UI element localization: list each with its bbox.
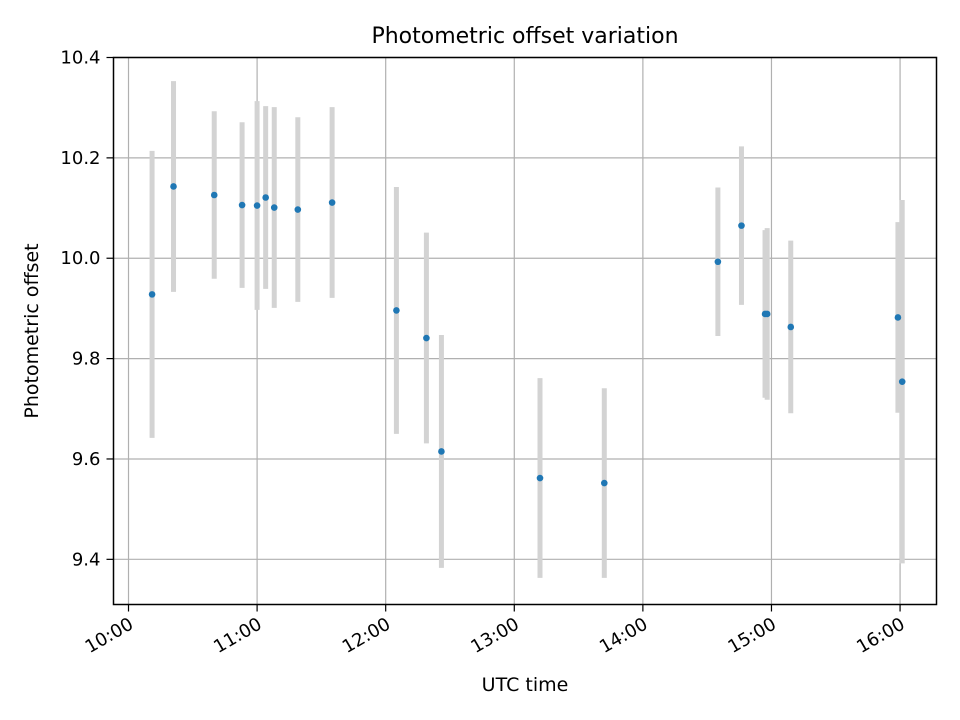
data-point	[262, 194, 269, 201]
y-tick-label: 10.4	[60, 48, 100, 69]
data-point	[328, 199, 336, 206]
y-tick-label: 9.8	[72, 349, 101, 370]
data-point	[738, 222, 745, 229]
data-point	[898, 378, 906, 385]
data-point	[170, 183, 177, 190]
data-point	[238, 201, 246, 209]
data-point	[423, 334, 430, 342]
y-tick-label: 10.0	[60, 248, 100, 269]
data-point	[270, 204, 278, 211]
data-point	[294, 206, 302, 213]
data-point	[763, 310, 771, 318]
plot-frame	[112, 56, 938, 606]
data-point	[210, 191, 218, 199]
y-axis-label: Photometric offset	[21, 243, 43, 418]
data-point	[148, 291, 156, 298]
data-point	[253, 202, 261, 209]
y-tick-label: 10.2	[60, 148, 100, 169]
y-tick-label: 9.6	[72, 449, 101, 470]
data-point	[787, 323, 795, 331]
data-point	[600, 479, 608, 487]
x-axis-label: UTC time	[482, 674, 569, 696]
data-point	[894, 314, 902, 321]
data-points	[148, 183, 906, 487]
data-point	[393, 307, 400, 314]
data-point	[536, 474, 544, 482]
data-point	[438, 448, 445, 455]
data-point	[714, 258, 722, 266]
chart-title: Photometric offset variation	[371, 24, 678, 49]
y-tick-label: 9.4	[72, 549, 101, 570]
